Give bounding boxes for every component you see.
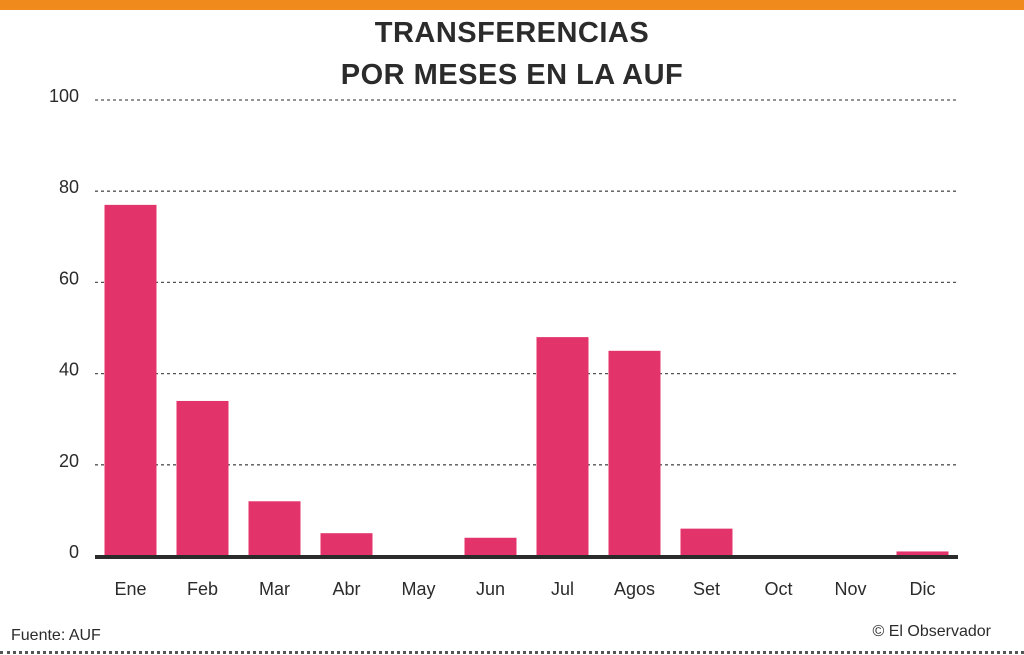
bar-jul bbox=[536, 337, 589, 556]
bar-agos bbox=[608, 350, 661, 556]
y-tick-label: 60 bbox=[59, 268, 79, 288]
x-tick-label: Jul bbox=[551, 579, 574, 599]
chart-title-line-1: TRANSFERENCIAS bbox=[374, 17, 650, 49]
x-tick-label: Oct bbox=[764, 579, 792, 599]
bars bbox=[104, 204, 949, 556]
x-tick-label: Nov bbox=[834, 579, 866, 599]
x-tick-label: May bbox=[401, 579, 435, 599]
bar-abr bbox=[320, 533, 373, 556]
y-axis-ticks: 0 20 40 60 80 100 bbox=[49, 86, 79, 562]
bar-jun bbox=[464, 537, 517, 556]
y-tick-label: 80 bbox=[59, 177, 79, 197]
x-tick-label: Mar bbox=[259, 579, 290, 599]
bar-mar bbox=[248, 501, 301, 556]
credit-note: © El Observador bbox=[872, 623, 992, 640]
source-note: Fuente: AUF bbox=[11, 627, 101, 644]
bar-set bbox=[680, 528, 733, 556]
top-accent-bar bbox=[0, 0, 1024, 10]
x-tick-label: Abr bbox=[332, 579, 360, 599]
bar-dic bbox=[896, 551, 949, 556]
y-tick-label: 0 bbox=[69, 542, 79, 562]
bar-chart: 0 20 40 60 80 100 Ene Feb Mar Abr May Jun Jul Agos Se… bbox=[49, 86, 958, 599]
bottom-dotted-divider bbox=[0, 651, 1024, 654]
chart-title-line-2: POR MESES EN LA AUF bbox=[340, 59, 684, 91]
y-tick-label: 100 bbox=[49, 86, 79, 106]
bar-ene bbox=[104, 204, 157, 556]
x-tick-label: Feb bbox=[187, 579, 218, 599]
x-tick-label: Jun bbox=[476, 579, 505, 599]
bar-feb bbox=[176, 400, 229, 556]
x-tick-label: Ene bbox=[114, 579, 146, 599]
x-tick-label: Dic bbox=[910, 579, 936, 599]
y-tick-label: 40 bbox=[59, 360, 79, 380]
y-tick-label: 20 bbox=[59, 451, 79, 471]
x-axis-ticks: Ene Feb Mar Abr May Jun Jul Agos Set Oct Nov Dic bbox=[114, 579, 935, 599]
x-tick-label: Set bbox=[693, 579, 720, 599]
x-tick-label: Agos bbox=[614, 579, 655, 599]
